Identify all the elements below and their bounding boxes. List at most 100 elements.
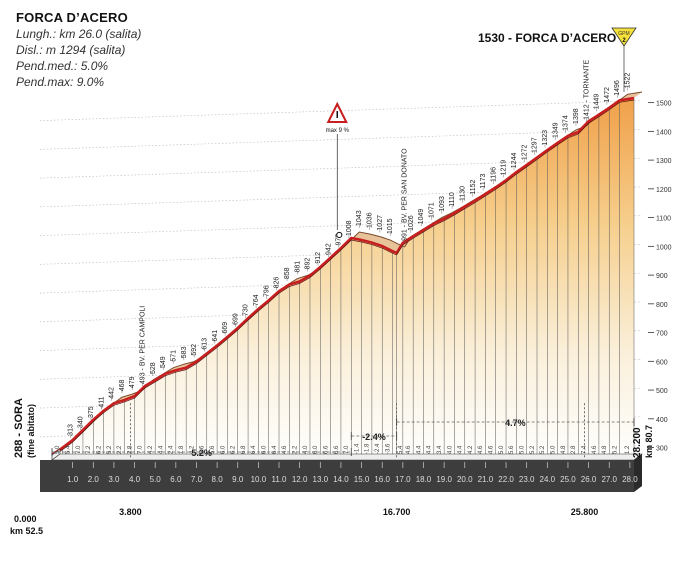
segment-label: 5.2% <box>191 448 212 458</box>
altitude-label: 1173 <box>480 173 487 188</box>
altitude-label: 669 <box>222 322 229 334</box>
segment-label: 4.7% <box>505 418 526 428</box>
km-tick-label: 1.0 <box>67 475 79 484</box>
start-sublabel: (fine abitato) <box>26 404 36 458</box>
grade-label: 6.6 <box>334 445 340 454</box>
altitude-label: 375 <box>88 406 95 418</box>
grade-label: 4.2 <box>148 445 154 454</box>
altitude-label: 592 <box>191 344 198 356</box>
altitude-label: 1219 <box>501 160 508 176</box>
grade-label: 2.8 <box>127 445 133 454</box>
km-marker-label: 3.800 <box>119 507 142 517</box>
altitude-label: 1008 <box>346 220 353 236</box>
km-tick-label: 13.0 <box>313 475 329 484</box>
km-marker-label: 25.800 <box>571 507 599 517</box>
km-tick-label: 4.0 <box>129 475 141 484</box>
road-line <box>51 96 635 457</box>
grade-label: 7.2 <box>86 445 92 454</box>
grade-label: 5.6 <box>210 445 216 454</box>
profile-area <box>52 98 634 460</box>
altitude-label: 858 <box>284 267 291 279</box>
altitude-label: 912 <box>315 252 322 264</box>
km-tick-label: 11.0 <box>272 475 288 484</box>
grade-label: 4.0 <box>303 445 309 454</box>
gpm-badge <box>611 27 637 47</box>
start-label: 288 - SORA <box>13 398 25 458</box>
elevation-tick-label: 900 <box>656 273 668 280</box>
altitude-label: 764 <box>253 294 260 306</box>
gain-line: Disl.: m 1294 (salita) <box>16 43 126 57</box>
grade-label: 4.8 <box>561 445 567 454</box>
grade-label: -2.4 <box>375 443 381 454</box>
altitude-label: 1110 <box>449 192 456 207</box>
grade-label: 4.2 <box>468 445 474 454</box>
grade-label: 4.4 <box>158 445 164 454</box>
grade-label: 5.0 <box>499 445 505 454</box>
segment-label: -2.4% <box>362 432 386 442</box>
altitude-label: 730 <box>243 304 250 316</box>
grade-label: 4.2 <box>189 445 195 454</box>
elevation-tick-label: 1000 <box>656 244 672 251</box>
km-tick-label: 24.0 <box>540 475 556 484</box>
km-tick-label: 15.0 <box>354 475 370 484</box>
elevation-tick-label: 600 <box>656 359 668 366</box>
km-tick-label: 14.0 <box>333 475 349 484</box>
altitude-label: 1297 <box>532 137 539 153</box>
altitude-label: 699 <box>232 313 239 325</box>
altitude-label: 549 <box>160 356 167 368</box>
km-tick-label: 16.0 <box>374 475 390 484</box>
grade-label: 4.4 <box>458 445 464 454</box>
altitude-label: 1026 <box>408 215 415 231</box>
altitude-label: 1043 <box>356 210 363 226</box>
altitude-label: 1036 <box>367 212 374 228</box>
grade-label: 6.8 <box>241 445 247 454</box>
altitude-label: 1323 <box>542 130 549 146</box>
altitude-label: 1412 - TORNANTE <box>583 60 590 120</box>
grade-label: 5.0 <box>520 445 526 454</box>
grade-label: 1.8 <box>179 445 185 454</box>
km-tick-label: 19.0 <box>436 475 452 484</box>
altitude-label: 1496 <box>614 80 621 96</box>
grade-label: 4.6 <box>478 445 484 454</box>
grade-label: 5.2 <box>107 445 113 454</box>
altitude-label: 1349 <box>552 122 559 138</box>
max-grade-line: Pend.max: 9.0% <box>16 75 105 89</box>
km-tick-label: 23.0 <box>519 475 535 484</box>
elevation-tick-label: 1300 <box>656 158 672 165</box>
grade-label: 4.6 <box>592 445 598 454</box>
grade-label: 5.2 <box>612 445 618 454</box>
km-tick-label: 18.0 <box>416 475 432 484</box>
km-tick-label: 21.0 <box>478 475 494 484</box>
altitude-label: 571 <box>171 350 178 362</box>
grade-label: 5.6 <box>509 445 515 454</box>
gpm-badge-text: GPM <box>618 31 629 37</box>
altitude-label: 641 <box>212 330 219 342</box>
grade-label: 2.2 <box>293 445 299 454</box>
grade-label: 7.0 <box>344 445 350 454</box>
grade-label: 4.4 <box>416 445 422 454</box>
altitude-label: 1522 <box>625 73 632 89</box>
altitude-label: 1027 <box>377 215 384 231</box>
grade-label: 2.4 <box>169 445 175 454</box>
grid-line <box>39 129 643 150</box>
km-tick-label: 8.0 <box>212 475 224 484</box>
avg-grade-line: Pend.med.: 5.0% <box>16 59 109 73</box>
grade-label: 6.0 <box>262 445 268 454</box>
grade-label: 7.4 <box>581 445 587 454</box>
km-tick-label: 6.0 <box>170 475 182 484</box>
gpm-badge-number: 2 <box>622 38 626 44</box>
km-base-bar <box>40 460 634 492</box>
altitude-label: 1071 <box>428 202 435 218</box>
km-tick-label: 27.0 <box>601 475 617 484</box>
km-tick-label: 20.0 <box>457 475 473 484</box>
km-tick-label: 9.0 <box>232 475 244 484</box>
grade-label: 6.2 <box>231 445 237 454</box>
grade-label: -1.8 <box>365 443 371 454</box>
grade-label: 6.6 <box>323 445 329 454</box>
grade-label: 4.6 <box>489 445 495 454</box>
altitude-label: 826 <box>274 277 281 289</box>
altitude-label: 991 - BV. PER SAN DONATO <box>402 148 409 241</box>
grade-label: 5.4 <box>65 445 71 454</box>
grade-label: 6.2 <box>96 445 102 454</box>
